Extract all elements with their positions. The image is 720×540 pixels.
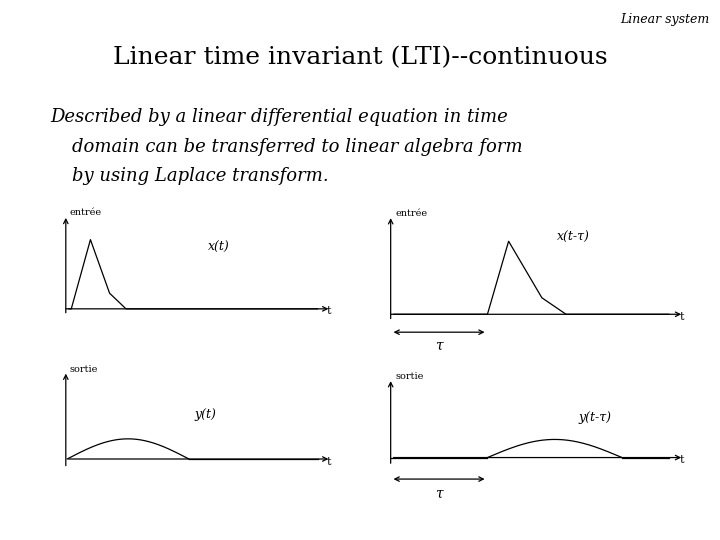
Text: entrée: entrée (395, 208, 428, 218)
Text: t: t (327, 457, 332, 467)
Text: t: t (680, 312, 684, 322)
Text: τ: τ (436, 487, 443, 501)
Text: Linear time invariant (LTI)--continuous: Linear time invariant (LTI)--continuous (113, 46, 607, 69)
Text: sortie: sortie (70, 365, 99, 374)
Text: x(t): x(t) (208, 241, 230, 254)
Text: τ: τ (436, 339, 443, 353)
Text: by using Laplace transform.: by using Laplace transform. (72, 167, 328, 185)
Text: entrée: entrée (70, 208, 102, 217)
Text: Described by a linear differential equation in time: Described by a linear differential equat… (50, 108, 508, 126)
Text: t: t (680, 455, 684, 465)
Text: y(t): y(t) (194, 408, 216, 421)
Text: x(t-τ): x(t-τ) (557, 231, 590, 244)
Text: domain can be transferred to linear algebra form: domain can be transferred to linear alge… (72, 138, 523, 156)
Text: sortie: sortie (395, 372, 423, 381)
Text: Linear system: Linear system (620, 14, 709, 26)
Text: t: t (327, 306, 332, 316)
Text: y(t-τ): y(t-τ) (578, 411, 611, 424)
